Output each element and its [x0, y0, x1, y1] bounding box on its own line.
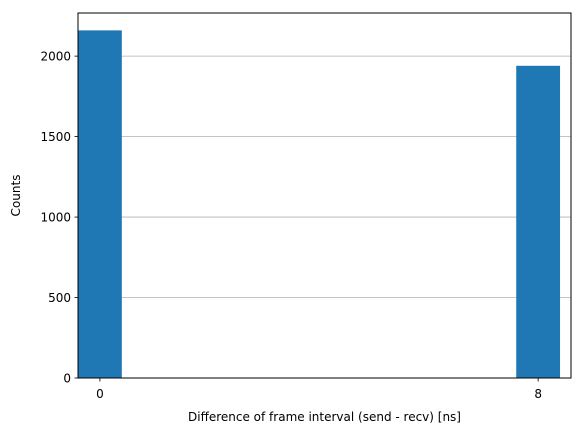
y-tick-label: 0: [63, 372, 71, 386]
x-tick-label: 0: [96, 387, 104, 401]
bar-0: [78, 30, 122, 379]
y-axis-label: Counts: [9, 175, 23, 217]
plot-frame: [77, 12, 572, 379]
y-axis-ticks: 0 500 1000 1500 2000: [40, 50, 78, 386]
x-axis-label: Difference of frame interval (send - rec…: [188, 410, 461, 424]
bars: [78, 30, 561, 379]
gridlines: [78, 55, 571, 379]
x-tick-label: 8: [534, 387, 542, 401]
y-tick-label: 1500: [40, 130, 71, 144]
y-tick-label: 2000: [40, 50, 71, 64]
y-tick-label: 500: [48, 291, 71, 305]
y-tick-label: 1000: [40, 211, 71, 225]
bar-8: [516, 65, 561, 379]
